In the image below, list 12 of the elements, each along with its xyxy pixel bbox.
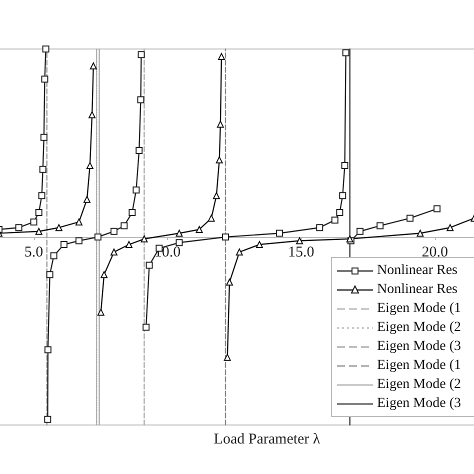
legend-label: Nonlinear Res — [377, 262, 458, 278]
legend-label: Nonlinear Res — [377, 282, 458, 298]
legend-label: Eigen Mode (3 — [377, 396, 461, 412]
legend-label: Eigen Mode (1 — [377, 358, 461, 374]
x-axis-title: Load Parameter λ — [214, 432, 321, 448]
legend-label: Eigen Mode (2 — [377, 320, 461, 336]
x-tick-label: 20.0 — [422, 244, 448, 260]
legend-label: Eigen Mode (3 — [377, 338, 461, 354]
legend-label: Eigen Mode (1 — [377, 300, 461, 316]
x-tick-label: 5.0 — [24, 244, 44, 260]
x-tick-label: 15.0 — [288, 244, 314, 260]
legend-label: Eigen Mode (2 — [377, 376, 461, 392]
